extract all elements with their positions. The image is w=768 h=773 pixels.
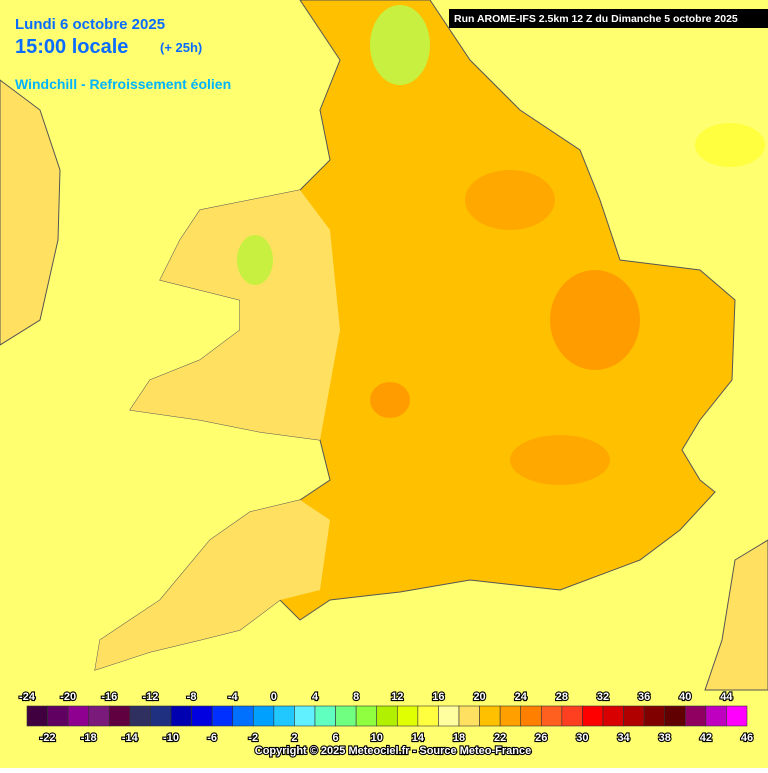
legend-swatch — [417, 705, 439, 727]
legend-label: 30 — [576, 732, 588, 744]
legend-label: 14 — [412, 732, 425, 744]
legend-label: 8 — [353, 691, 359, 703]
legend-label: -8 — [187, 691, 197, 703]
legend-swatch — [232, 705, 254, 727]
legend-label: 6 — [333, 732, 339, 744]
legend-swatch — [561, 705, 583, 727]
legend-label: 28 — [556, 691, 568, 703]
legend-swatch — [705, 705, 727, 727]
lead: (+ 25h) — [160, 40, 202, 55]
legend-swatch — [499, 705, 522, 727]
legend-swatch — [376, 705, 398, 727]
date: Lundi 6 octobre 2025 — [15, 16, 165, 33]
warm-area — [510, 435, 610, 485]
legend-label: 24 — [515, 691, 528, 703]
legend-swatch — [479, 705, 501, 727]
ireland — [0, 79, 61, 346]
run-box — [449, 9, 768, 28]
legend-swatch — [664, 705, 686, 727]
legend-label: 34 — [617, 732, 630, 744]
legend-swatch — [726, 705, 748, 727]
legend-label: -10 — [163, 732, 179, 744]
legend-label: 36 — [638, 691, 650, 703]
legend-swatch — [623, 705, 645, 727]
parameter: Windchill - Refroissement éolien — [15, 76, 231, 92]
legend-swatch — [150, 705, 172, 727]
legend-label: -16 — [101, 691, 117, 703]
legend-label: 38 — [659, 732, 671, 744]
legend-label: -4 — [228, 691, 239, 703]
legend-label: 0 — [271, 691, 277, 703]
legend: -24-22-20-18-16-14-12-10-8-6-4-202468101… — [18, 690, 754, 745]
legend-swatch — [396, 705, 419, 727]
legend-label: 26 — [535, 732, 547, 744]
legend-swatch — [520, 705, 542, 727]
legend-label: 22 — [494, 732, 506, 744]
legend-label: -2 — [248, 732, 258, 744]
legend-swatch — [67, 705, 90, 727]
legend-swatch — [273, 705, 295, 727]
legend-swatch — [458, 705, 480, 727]
legend-swatch — [26, 705, 48, 727]
time: 15:00 locale — [15, 36, 128, 58]
legend-swatch — [540, 705, 563, 727]
legend-swatch — [170, 705, 192, 727]
legend-swatch — [252, 705, 275, 727]
south-west — [95, 500, 330, 670]
legend-swatch — [582, 705, 604, 727]
legend-label: 32 — [597, 691, 609, 703]
legend-swatch — [294, 705, 316, 727]
legend-swatch — [88, 705, 110, 727]
legend-swatch — [602, 705, 624, 727]
warm-area — [550, 270, 640, 370]
legend-swatch — [108, 705, 131, 727]
legend-label: -20 — [60, 691, 76, 703]
warm-area — [370, 382, 410, 418]
legend-label: 4 — [312, 691, 319, 703]
legend-swatch — [129, 705, 151, 727]
legend-label: -22 — [40, 732, 56, 744]
cool-area — [695, 123, 765, 167]
legend-label: -14 — [122, 732, 139, 744]
france — [704, 539, 768, 691]
legend-swatch — [314, 705, 336, 727]
legend-label: 20 — [473, 691, 485, 703]
legend-label: 40 — [679, 691, 691, 703]
legend-label: 12 — [391, 691, 403, 703]
warm-area — [465, 170, 555, 230]
copyright: Copyright © 2025 Meteociel.fr - Source M… — [255, 745, 531, 757]
legend-label: 10 — [371, 732, 383, 744]
legend-label: -24 — [19, 691, 36, 703]
legend-swatch — [355, 705, 378, 727]
run: Run AROME-IFS 2.5km 12 Z du Dimanche 5 o… — [454, 13, 738, 25]
legend-label: -12 — [142, 691, 158, 703]
legend-swatch — [47, 705, 69, 727]
cool-area — [370, 5, 430, 85]
legend-label: 42 — [700, 732, 712, 744]
legend-label: 46 — [741, 732, 753, 744]
legend-label: 44 — [720, 691, 733, 703]
legend-swatch — [643, 705, 666, 727]
cool-area — [237, 235, 273, 285]
legend-label: 2 — [291, 732, 297, 744]
legend-swatch — [684, 705, 707, 727]
wales — [130, 190, 340, 440]
legend-label: -18 — [81, 732, 97, 744]
legend-label: 18 — [453, 732, 465, 744]
legend-swatch — [211, 705, 234, 727]
legend-label: 16 — [432, 691, 444, 703]
legend-swatch — [438, 705, 460, 727]
legend-swatch — [191, 705, 213, 727]
legend-label: -6 — [207, 732, 217, 744]
legend-swatch — [335, 705, 357, 727]
